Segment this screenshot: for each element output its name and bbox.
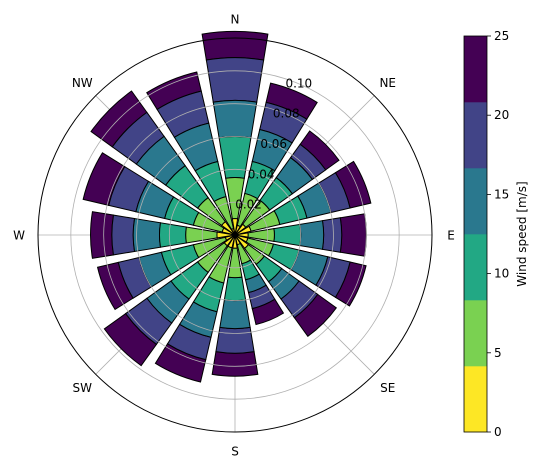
colorbar-tick-label: 15 xyxy=(494,187,509,201)
colorbar-tick-label: 20 xyxy=(494,108,509,122)
bar-segment xyxy=(205,57,265,103)
radial-gridline xyxy=(201,201,269,269)
colorbar-frame xyxy=(463,35,488,433)
bar-segment xyxy=(90,211,115,259)
radial-gridline xyxy=(168,168,302,302)
radial-tick-label: 0.02 xyxy=(235,198,262,212)
radial-gridline xyxy=(136,136,334,334)
radial-tick-labels: 0.02 0.04 0.06 0.08 0.10 xyxy=(235,76,312,211)
colorbar-tick-label: 5 xyxy=(494,346,502,360)
bar-segment xyxy=(273,223,302,247)
direction-label: NW xyxy=(72,76,93,90)
colorbar-segment xyxy=(464,36,487,103)
radial-tick-label: 0.06 xyxy=(260,137,287,151)
colorbar-segment xyxy=(464,300,487,367)
radial-gridline xyxy=(103,103,367,367)
direction-label: NE xyxy=(379,76,396,90)
colorbar-segment xyxy=(464,366,487,433)
direction-label: SW xyxy=(73,381,93,395)
radial-tick-label: 0.04 xyxy=(248,167,275,181)
bar-segment xyxy=(223,276,247,302)
bars xyxy=(82,30,372,383)
colorbar-tick-label: 25 xyxy=(494,29,509,43)
direction-label: N xyxy=(231,13,240,27)
direction-label: E xyxy=(447,229,455,243)
bar-segment xyxy=(321,217,343,253)
colorbar-label: Wind speed [m/s] xyxy=(515,181,529,286)
direction-label: S xyxy=(231,445,239,459)
bar-segment xyxy=(218,135,252,179)
bar-segment xyxy=(299,220,325,250)
bar-segment xyxy=(219,299,251,330)
bar-segment xyxy=(212,99,258,139)
bar-segment xyxy=(111,214,136,256)
polar-frame xyxy=(37,37,433,433)
bar-segment xyxy=(230,228,236,236)
radial-tick-label: 0.10 xyxy=(285,76,312,90)
direction-labels: N NE E SE S SW W NW xyxy=(13,13,455,459)
bar-segment xyxy=(158,222,187,248)
direction-label: W xyxy=(13,229,25,243)
radial-gridline xyxy=(70,70,400,400)
direction-label: SE xyxy=(380,381,395,395)
colorbar-segment xyxy=(464,234,487,301)
bar-segment xyxy=(211,351,259,377)
colorbar-tick-label: 10 xyxy=(494,267,509,281)
colorbar-segment xyxy=(464,102,487,169)
polar-axes: 0.02 0.04 0.06 0.08 0.10 N NE E SE S SW W NW xyxy=(13,13,455,459)
radial-grid xyxy=(70,70,400,400)
bar-segment xyxy=(201,30,269,61)
bar-segment xyxy=(215,326,255,354)
colorbar: Wind speed [m/s] 0 5 10 15 20 25 xyxy=(463,29,529,439)
colorbar-segment xyxy=(464,168,487,235)
bar-segment xyxy=(339,213,367,257)
radial-tick-label: 0.08 xyxy=(273,107,300,121)
colorbar-tick-label: 0 xyxy=(494,425,502,439)
